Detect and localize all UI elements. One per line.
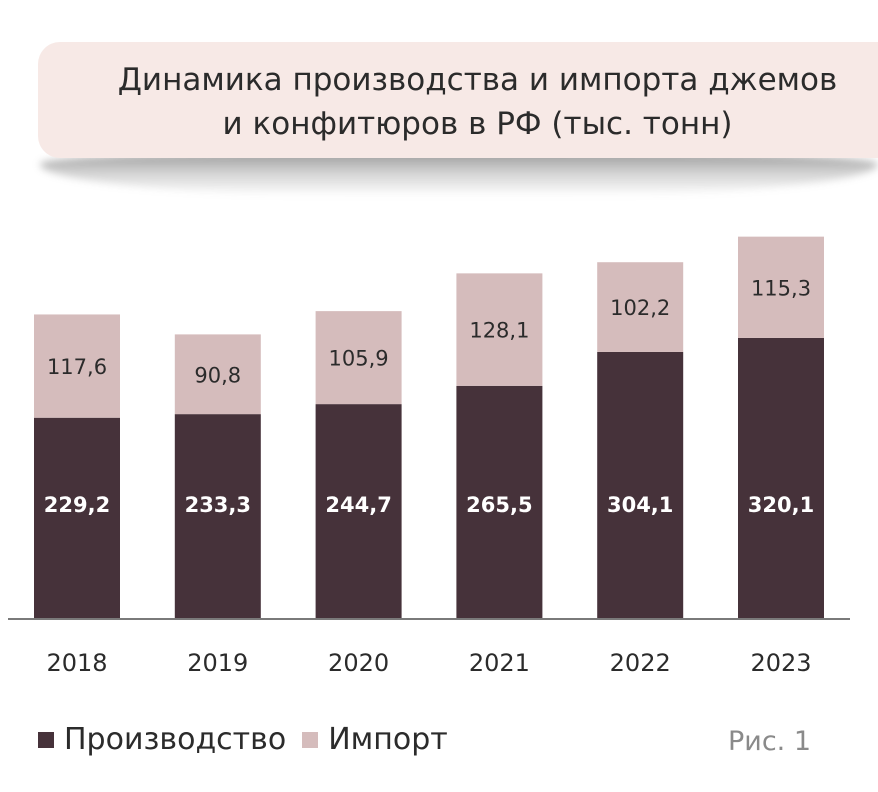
label-import-2018: 117,6 bbox=[47, 355, 107, 379]
figure-label: Рис. 1 bbox=[728, 726, 812, 757]
legend-label-import: Импорт bbox=[328, 722, 448, 757]
stacked-bar-chart: 229,2 117,6 233,3 90,8 244,7 105,9 265,5 128,1 3… bbox=[8, 236, 850, 677]
label-import-2019: 90,8 bbox=[194, 363, 241, 387]
bar-import-2019 bbox=[174, 334, 261, 415]
title-banner bbox=[38, 42, 878, 158]
bar-import-2020 bbox=[315, 311, 402, 405]
bars-group: 229,2 117,6 233,3 90,8 244,7 105,9 265,5 128,1 3… bbox=[34, 236, 824, 619]
legend: Производство Импорт bbox=[38, 722, 464, 757]
label-import-2020: 105,9 bbox=[329, 347, 389, 371]
legend-item-production: Производство bbox=[38, 722, 286, 757]
bar-import-2022 bbox=[597, 262, 684, 352]
legend-swatch-production bbox=[38, 731, 54, 748]
label-import-2023: 115,3 bbox=[751, 276, 811, 300]
chart-title: Динамика производства и импорта джемов и… bbox=[60, 58, 878, 146]
x-tick-2018: 2018 bbox=[46, 649, 107, 677]
label-production-2021: 265,5 bbox=[466, 493, 532, 517]
bar-production-2023 bbox=[738, 337, 824, 619]
bar-production-2021 bbox=[456, 385, 543, 619]
x-tick-2020: 2020 bbox=[328, 649, 389, 677]
label-import-2022: 102,2 bbox=[610, 296, 670, 320]
bar-production-2019 bbox=[174, 414, 261, 619]
x-tick-2021: 2021 bbox=[469, 649, 530, 677]
label-production-2020: 244,7 bbox=[325, 493, 391, 517]
bar-import-2018 bbox=[34, 314, 120, 418]
x-tick-2019: 2019 bbox=[187, 649, 248, 677]
bar-production-2022 bbox=[597, 351, 684, 619]
label-production-2019: 233,3 bbox=[185, 493, 251, 517]
legend-swatch-import bbox=[302, 731, 319, 748]
x-tick-2023: 2023 bbox=[750, 649, 811, 677]
x-tick-labels: 2018 2019 2020 2021 2022 2023 bbox=[46, 649, 811, 677]
label-production-2022: 304,1 bbox=[607, 493, 673, 517]
bar-production-2018 bbox=[34, 417, 120, 619]
x-tick-2022: 2022 bbox=[610, 649, 671, 677]
chart-title-line-1: Динамика производства и импорта джемов bbox=[117, 62, 838, 98]
label-production-2018: 229,2 bbox=[44, 493, 110, 517]
bar-import-2023 bbox=[738, 236, 824, 338]
bar-production-2020 bbox=[315, 404, 402, 619]
legend-label-production: Производство bbox=[64, 722, 287, 757]
bar-import-2021 bbox=[456, 273, 543, 386]
label-import-2021: 128,1 bbox=[469, 319, 529, 343]
label-production-2023: 320,1 bbox=[748, 493, 814, 517]
chart-title-line-2: и конфитюров в РФ (тыс. тонн) bbox=[222, 106, 733, 142]
legend-item-import: Импорт bbox=[302, 722, 448, 757]
